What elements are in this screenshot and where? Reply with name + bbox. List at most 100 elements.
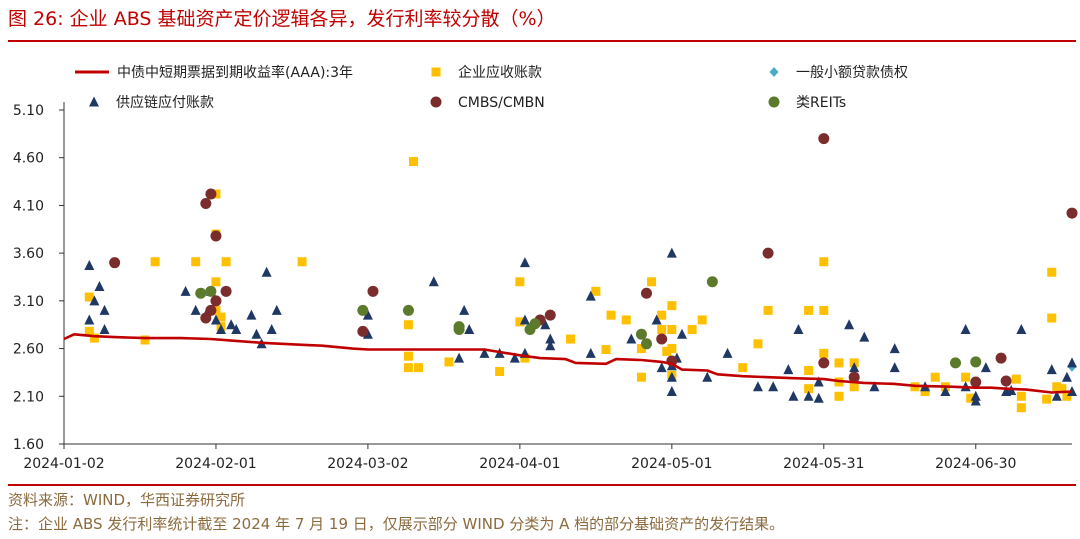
data-point (266, 323, 277, 334)
data-point (529, 318, 541, 330)
data-point (636, 372, 646, 382)
data-point (960, 323, 971, 334)
data-point (647, 277, 657, 287)
data-point (210, 314, 221, 325)
data-point (94, 281, 105, 292)
data-point (949, 357, 961, 369)
data-point (1057, 384, 1067, 394)
data-point (656, 362, 667, 373)
data-point (966, 393, 976, 403)
footer-divider (8, 484, 1076, 486)
data-point (454, 352, 465, 363)
data-point (544, 309, 556, 321)
legend-item: 一般小额贷款债权 (769, 65, 908, 81)
data-point (205, 285, 217, 297)
x-tick-label: 2024-06-30 (935, 456, 1016, 472)
legend-label: 一般小额贷款债权 (796, 65, 908, 81)
data-point (89, 333, 99, 343)
data-point (783, 364, 794, 375)
data-point (819, 257, 829, 267)
data-point (889, 362, 900, 373)
data-point (1016, 391, 1026, 401)
data-point (545, 340, 556, 351)
data-point (464, 323, 475, 334)
data-point (297, 257, 307, 267)
data-point (651, 314, 662, 325)
x-tick-label: 2024-02-01 (175, 456, 256, 472)
data-point (216, 323, 227, 334)
data-point (656, 333, 668, 345)
data-point (666, 371, 677, 382)
chart-marks (63, 133, 1078, 413)
data-point (1067, 357, 1077, 368)
data-point (1062, 391, 1072, 401)
data-point (636, 344, 646, 354)
legend-swatch (768, 96, 780, 108)
legend-swatch (89, 96, 99, 107)
data-point (601, 345, 611, 355)
data-point (920, 387, 930, 397)
data-point (84, 260, 95, 271)
legend-label: 企业应收账款 (458, 64, 542, 81)
data-point (666, 247, 677, 258)
data-point (849, 362, 860, 373)
legend-label: 中债中短期票据到期收益率(AAA):3年 (117, 64, 353, 81)
y-tick-label: 4.10 (13, 198, 44, 214)
data-point (834, 391, 844, 401)
data-point (849, 382, 859, 392)
data-point (752, 381, 763, 392)
data-point (140, 335, 150, 345)
data-point (414, 363, 424, 373)
x-tick-label: 2024-04-01 (479, 456, 560, 472)
data-point (657, 324, 667, 334)
data-point (403, 320, 413, 330)
data-point (804, 305, 814, 315)
data-point (1061, 371, 1072, 382)
title-divider (8, 40, 1076, 42)
y-tick-label: 3.10 (13, 294, 44, 310)
data-point (818, 133, 830, 145)
data-point (226, 319, 237, 330)
data-point (403, 363, 413, 373)
data-point (509, 352, 520, 363)
data-point (970, 356, 982, 368)
data-point (819, 348, 829, 358)
data-point (205, 188, 217, 200)
data-point (930, 372, 940, 382)
data-point (89, 295, 100, 306)
data-point (788, 390, 799, 401)
page-title: 图 26: 企业 ABS 基础资产定价逻辑各异，发行利率较分散（%） (8, 8, 556, 30)
data-point (1011, 374, 1021, 384)
data-point (1067, 386, 1077, 397)
chart: 中债中短期票据到期收益率(AAA):3年 企业应收账款 一般小额贷款债权供应链应付账… (13, 64, 1078, 472)
data-point (585, 290, 596, 301)
data-point (261, 266, 272, 277)
data-point (453, 323, 465, 335)
data-point (519, 314, 530, 325)
data-point (641, 287, 653, 299)
data-point (84, 292, 94, 302)
data-point (515, 317, 525, 327)
data-point (428, 276, 439, 287)
data-point (793, 323, 804, 334)
x-tick-label: 2024-01-02 (23, 456, 104, 472)
legend: 中债中短期票据到期收益率(AAA):3年 企业应收账款 一般小额贷款债权供应链应付账… (75, 64, 908, 111)
data-point (180, 285, 191, 296)
data-point (362, 309, 373, 320)
data-point (961, 372, 971, 382)
data-point (666, 386, 677, 397)
source-note: 资料来源：WIND，华西证券研究所 (8, 491, 246, 509)
data-point (1066, 207, 1078, 219)
data-point (495, 366, 505, 376)
series-1 (84, 157, 1072, 413)
data-point (357, 325, 369, 337)
data-point (753, 339, 763, 349)
data-point (211, 277, 221, 287)
data-point (1016, 323, 1027, 334)
legend-label: CMBS/CMBN (458, 95, 545, 111)
legend-swatch (431, 67, 441, 77)
data-point (84, 314, 95, 325)
data-point (844, 319, 855, 330)
data-point (1047, 267, 1057, 277)
data-point (205, 304, 217, 316)
